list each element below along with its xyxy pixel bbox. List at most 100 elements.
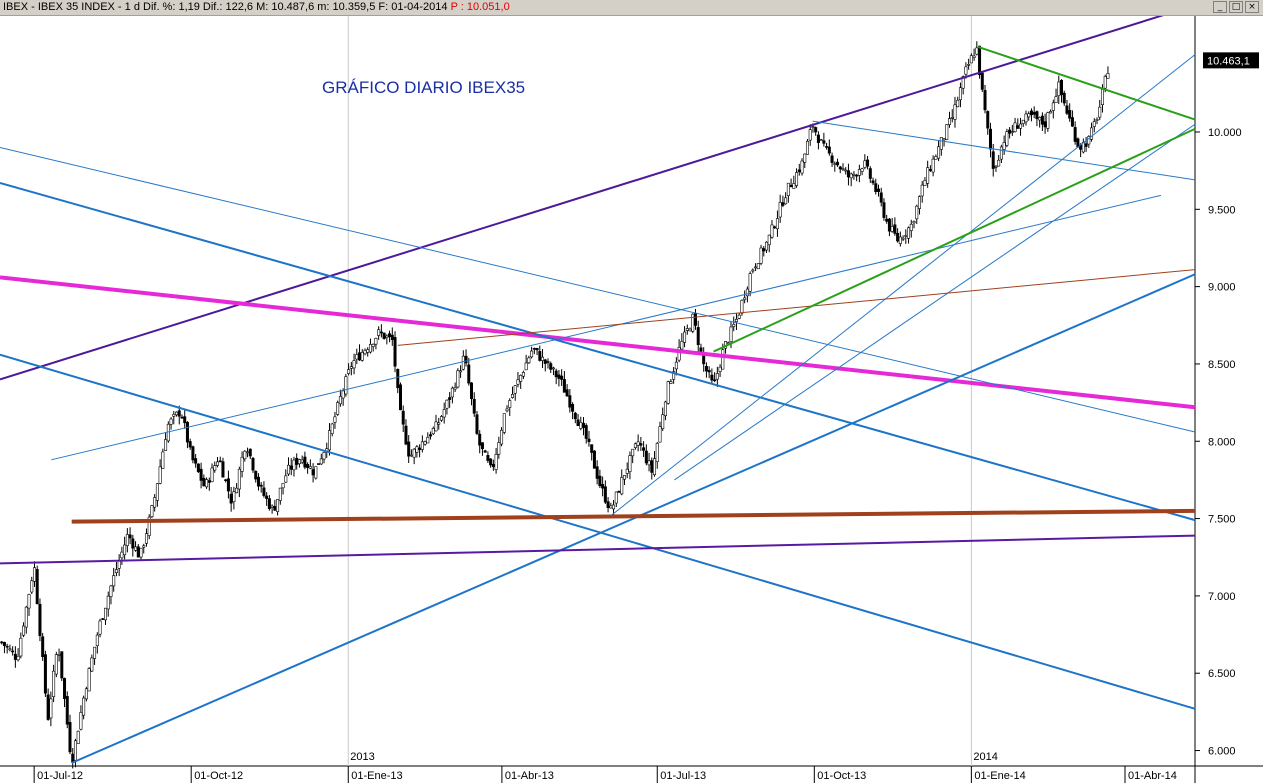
candle-body xyxy=(494,454,498,470)
candle-body xyxy=(341,390,345,399)
candle-body xyxy=(183,416,187,424)
maximize-icon[interactable]: □ xyxy=(1229,1,1243,13)
candle-body xyxy=(317,463,321,465)
candle-body xyxy=(243,450,247,460)
candle-body xyxy=(150,505,154,518)
candle-body xyxy=(358,352,362,361)
candle-body xyxy=(267,498,271,510)
candle-body xyxy=(448,397,452,400)
y-tick-label: 6.000 xyxy=(1208,746,1236,758)
candle-body xyxy=(551,367,555,370)
candle-body xyxy=(833,163,837,165)
candle-body xyxy=(87,668,91,692)
chart-annotation: GRÁFICO DIARIO IBEX35 xyxy=(322,78,525,97)
candle-body xyxy=(999,146,1003,160)
candle-body xyxy=(429,434,433,437)
candle-body xyxy=(1040,115,1044,125)
candle-body xyxy=(276,499,280,512)
candle-body xyxy=(1008,129,1012,134)
candle-body xyxy=(232,491,236,502)
candle-body xyxy=(953,104,957,120)
candle-body xyxy=(322,452,326,460)
candle-body xyxy=(508,400,512,408)
candle-body xyxy=(306,464,310,468)
candle-body xyxy=(486,454,490,461)
candle-body xyxy=(814,127,818,133)
candle-body xyxy=(633,443,637,448)
candle-body xyxy=(538,351,542,361)
candle-body xyxy=(683,331,687,343)
candle-body xyxy=(82,697,86,716)
candle-body xyxy=(191,446,195,461)
trendline xyxy=(0,146,1196,433)
candle-body xyxy=(658,426,662,443)
candle-body xyxy=(32,567,36,582)
candle-body xyxy=(1092,121,1096,127)
candle-body xyxy=(1019,123,1023,129)
candle-body xyxy=(287,464,291,475)
candle-body xyxy=(169,418,173,425)
candle-body xyxy=(483,450,487,453)
candle-body xyxy=(396,368,400,389)
trendline xyxy=(0,534,1196,565)
candle-body xyxy=(76,730,80,744)
candle-body xyxy=(1016,125,1020,129)
candle-body xyxy=(800,160,804,174)
candle-body xyxy=(8,648,12,651)
candle-body xyxy=(568,395,572,408)
candle-body xyxy=(434,421,438,432)
candle-body xyxy=(489,458,493,466)
candle-body xyxy=(560,375,564,380)
candle-body xyxy=(964,66,968,75)
candle-body xyxy=(172,413,176,417)
candle-body xyxy=(480,442,484,450)
candle-body xyxy=(382,332,386,339)
y-tick-label: 6.500 xyxy=(1208,668,1236,680)
candle-body xyxy=(144,533,148,544)
candle-body xyxy=(969,55,973,64)
candle-body xyxy=(412,448,416,458)
candle-body xyxy=(84,688,88,700)
x-tick-label: 01-Jul-13 xyxy=(660,770,706,782)
candle-body xyxy=(319,458,323,465)
trendline xyxy=(0,16,1164,381)
candle-body xyxy=(235,487,239,494)
candle-body xyxy=(576,419,580,426)
candle-body xyxy=(986,111,990,129)
candle-body xyxy=(388,333,392,337)
candle-body xyxy=(281,483,285,489)
candle-body xyxy=(672,371,676,380)
candle-body xyxy=(371,343,375,347)
close-icon[interactable]: × xyxy=(1245,1,1259,13)
candle-body xyxy=(1090,127,1094,140)
candle-body xyxy=(52,670,56,697)
x-tick-label: 01-Ene-14 xyxy=(974,770,1025,782)
candle-body xyxy=(404,425,408,445)
candle-body xyxy=(909,223,913,231)
minimize-icon[interactable]: _ xyxy=(1213,1,1227,13)
candle-body xyxy=(948,118,952,125)
candle-body xyxy=(836,161,840,166)
candle-body xyxy=(980,72,984,90)
candle-body xyxy=(164,439,168,451)
candle-body xyxy=(134,546,138,551)
candle-body xyxy=(437,422,441,425)
candle-body xyxy=(601,484,605,489)
candle-body xyxy=(781,202,785,206)
candle-body xyxy=(549,363,553,370)
candle-body xyxy=(590,444,594,453)
candle-body xyxy=(734,318,738,322)
candle-body xyxy=(502,413,506,433)
candle-body xyxy=(527,357,531,364)
candle-body xyxy=(704,366,708,372)
candle-body xyxy=(470,382,474,399)
candle-body xyxy=(942,138,946,141)
candle-body xyxy=(415,446,419,453)
candle-body xyxy=(336,402,340,415)
candle-body xyxy=(1087,136,1091,145)
candle-body xyxy=(450,387,454,398)
candle-body xyxy=(958,87,962,101)
candle-body xyxy=(582,422,586,428)
candle-body xyxy=(398,384,402,411)
candle-body xyxy=(811,126,815,128)
